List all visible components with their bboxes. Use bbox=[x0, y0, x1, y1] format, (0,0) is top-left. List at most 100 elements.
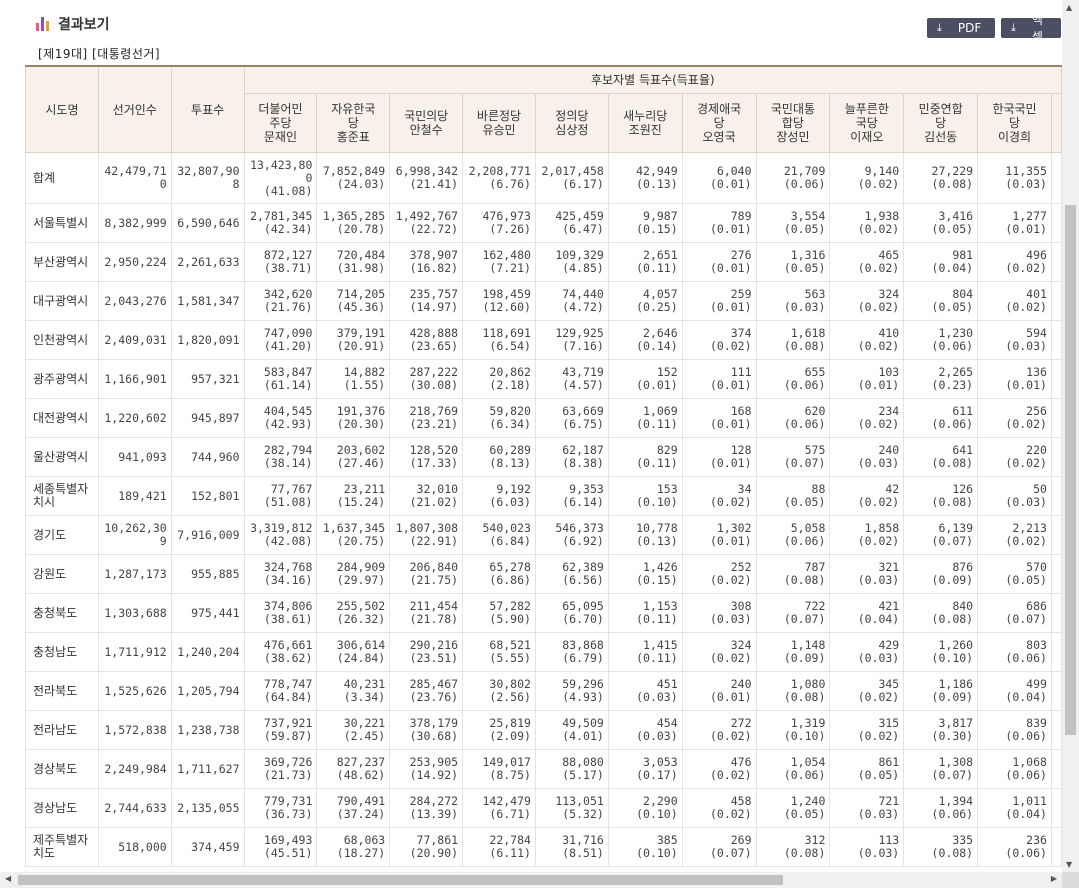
vote-cell: 40,231 (3.34) bbox=[316, 671, 391, 711]
scroll-right-icon[interactable]: ▶ bbox=[1050, 874, 1057, 883]
overflow-cell bbox=[1050, 320, 1062, 360]
region-cell: 충청남도 bbox=[25, 632, 99, 672]
candidate-header-line: 홍준표 bbox=[336, 130, 370, 144]
electors-cell: 1,166,901 bbox=[97, 359, 172, 399]
vote-cell: 2,646 (0.14) bbox=[607, 320, 683, 360]
candidate-header-line: 심상정 bbox=[555, 123, 589, 137]
vote-cell: 129,925 (7.16) bbox=[534, 320, 609, 360]
table-row: 세종특별자치시 189,421 152,801 77,767 (51.08) 23,211… bbox=[25, 476, 1062, 516]
vote-count: 9,192 bbox=[496, 482, 531, 496]
vote-count: 1,260 bbox=[938, 638, 974, 652]
pdf-button-label: PDF bbox=[957, 21, 982, 35]
vote-count: 308 bbox=[730, 599, 752, 613]
turnout-cell: 2,135,055 bbox=[170, 788, 245, 828]
vote-rate: (0.02) bbox=[709, 768, 752, 782]
vote-cell: 1,011 (0.04) bbox=[977, 788, 1052, 828]
vote-cell: 42,949 (0.13) bbox=[607, 152, 683, 204]
scroll-left-icon[interactable]: ◀ bbox=[5, 874, 12, 883]
vote-rate: (0.02) bbox=[857, 261, 900, 275]
vote-rate: (6.54) bbox=[489, 339, 531, 353]
scroll-up-icon[interactable]: ▲ bbox=[1066, 3, 1073, 12]
vote-rate: (42.93) bbox=[263, 417, 313, 431]
vote-cell: 1,858 (0.02) bbox=[829, 515, 905, 555]
vote-rate: (0.05) bbox=[783, 222, 826, 236]
vote-cell: 315 (0.02) bbox=[829, 710, 905, 750]
vote-count: 287,222 bbox=[409, 365, 459, 379]
vote-cell: 379,191 (20.91) bbox=[316, 320, 391, 360]
vote-rate: (0.04) bbox=[931, 261, 974, 275]
vote-cell: 68,521 (5.55) bbox=[462, 632, 536, 672]
vote-rate: (0.08) bbox=[931, 456, 974, 470]
vote-cell: 611 (0.06) bbox=[903, 398, 979, 438]
vote-count: 169,493 bbox=[263, 833, 313, 847]
vote-cell: 839 (0.06) bbox=[977, 710, 1052, 750]
vote-count: 2,646 bbox=[643, 326, 678, 340]
vertical-scroll-thumb[interactable] bbox=[1065, 205, 1076, 735]
vote-rate: (2.18) bbox=[489, 378, 531, 392]
vote-rate: (0.03) bbox=[857, 846, 900, 860]
turnout-cell: 32,807,908 bbox=[170, 152, 245, 204]
vote-count: 1,080 bbox=[790, 677, 826, 691]
vote-cell: 59,296 (4.93) bbox=[534, 671, 609, 711]
vote-count: 1,618 bbox=[790, 326, 826, 340]
vote-cell: 721 (0.03) bbox=[829, 788, 905, 828]
vote-count: 827,237 bbox=[336, 755, 386, 769]
vote-rate: (2.09) bbox=[489, 729, 531, 743]
vote-rate: (0.06) bbox=[783, 177, 826, 191]
candidate-header-line: 이경희 bbox=[997, 130, 1032, 144]
vote-rate: (0.25) bbox=[636, 300, 678, 314]
overflow-cell bbox=[1050, 593, 1062, 633]
vote-cell: 981 (0.04) bbox=[903, 242, 979, 282]
horizontal-scrollbar[interactable]: ◀ ▶ bbox=[0, 872, 1062, 888]
vote-rate: (5.90) bbox=[489, 612, 531, 626]
vote-count: 829 bbox=[656, 443, 678, 457]
pdf-download-button[interactable]: ⤓ PDF bbox=[927, 18, 995, 38]
vertical-scrollbar[interactable]: ▲ ▼ bbox=[1062, 0, 1079, 872]
candidate-header-line: 당 bbox=[713, 116, 725, 130]
vote-cell: 737,921 (59.87) bbox=[243, 710, 318, 750]
vote-count: 721 bbox=[878, 794, 900, 808]
excel-download-button[interactable]: ⤓ 엑셀 bbox=[1001, 13, 1061, 44]
vote-cell: 2,017,458 (6.17) bbox=[534, 152, 609, 204]
vote-rate: (30.08) bbox=[409, 378, 459, 392]
vote-cell: 451 (0.03) bbox=[607, 671, 683, 711]
vote-cell: 284,909 (29.97) bbox=[316, 554, 391, 594]
vote-cell: 324 (0.02) bbox=[829, 281, 905, 321]
vote-rate: (0.02) bbox=[857, 222, 900, 236]
vote-cell: 77,861 (20.90) bbox=[389, 827, 464, 867]
vote-cell: 324 (0.02) bbox=[681, 632, 757, 672]
vote-rate: (0.03) bbox=[1005, 495, 1047, 509]
vote-count: 401 bbox=[1026, 287, 1047, 301]
overflow-cell bbox=[1050, 788, 1062, 828]
header-candidate: 정의당 심상정 bbox=[534, 93, 609, 153]
vote-count: 1,186 bbox=[938, 677, 974, 691]
vote-count: 256 bbox=[1026, 404, 1047, 418]
vote-cell: 74,440 (4.72) bbox=[534, 281, 609, 321]
vote-count: 59,296 bbox=[562, 677, 604, 691]
bar-chart-icon bbox=[36, 17, 50, 31]
vote-rate: (0.01) bbox=[709, 378, 752, 392]
vote-cell: 21,709 (0.06) bbox=[755, 152, 831, 204]
vote-rate: (0.08) bbox=[783, 690, 826, 704]
vote-count: 68,063 bbox=[343, 833, 386, 847]
turnout-cell: 1,238,738 bbox=[170, 710, 245, 750]
scroll-down-icon[interactable]: ▼ bbox=[1066, 860, 1073, 869]
vote-rate: (0.08) bbox=[783, 846, 826, 860]
vote-rate: (23.76) bbox=[409, 690, 459, 704]
vote-rate: (0.01) bbox=[857, 378, 900, 392]
vote-rate: (0.02) bbox=[1005, 534, 1047, 548]
vote-count: 374,806 bbox=[263, 599, 313, 613]
vote-count: 42,949 bbox=[636, 164, 678, 178]
vote-rate: (0.05) bbox=[783, 495, 826, 509]
vote-cell: 109,329 (4.85) bbox=[534, 242, 609, 282]
vote-rate: (6.79) bbox=[562, 651, 604, 665]
vote-cell: 287,222 (30.08) bbox=[389, 359, 464, 399]
vote-cell: 11,355 (0.03) bbox=[977, 152, 1052, 204]
candidate-header-line: 국당 bbox=[855, 116, 878, 130]
vote-cell: 722 (0.07) bbox=[755, 593, 831, 633]
vote-rate: (6.70) bbox=[562, 612, 604, 626]
vote-cell: 282,794 (38.14) bbox=[243, 437, 318, 477]
vote-count: 282,794 bbox=[263, 443, 313, 457]
turnout-cell: 957,321 bbox=[170, 359, 245, 399]
horizontal-scroll-thumb[interactable] bbox=[18, 875, 783, 885]
